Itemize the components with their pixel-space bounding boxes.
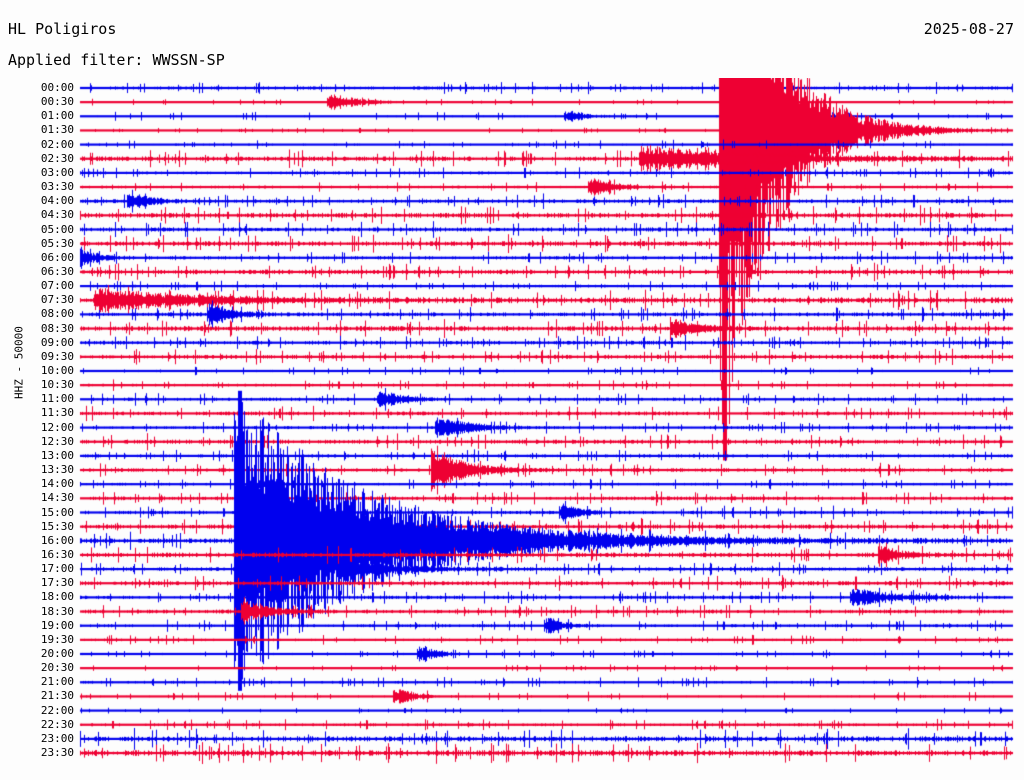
time-label: 02:30 — [40, 151, 74, 165]
time-label: 12:00 — [40, 420, 74, 434]
time-label: 15:00 — [40, 505, 74, 519]
time-label: 09:30 — [40, 349, 74, 363]
seismogram-plot: 00:00 00:30 01:00 01:30 02:00 02:30 03:00 03:30… — [0, 78, 1024, 778]
time-label: 20:00 — [40, 647, 74, 660]
seismogram-canvas — [0, 78, 1024, 778]
time-label: 18:00 — [40, 590, 74, 604]
time-label: 23:30 — [40, 746, 74, 760]
time-label: 23:00 — [40, 731, 74, 745]
time-label: 17:00 — [40, 562, 74, 576]
time-label: 16:00 — [40, 533, 74, 547]
time-label: 08:00 — [40, 307, 74, 321]
time-label: 19:00 — [40, 618, 74, 632]
time-label: 01:00 — [40, 109, 74, 123]
time-label: 01:30 — [40, 123, 74, 137]
time-label: 07:30 — [40, 293, 74, 307]
time-label: 13:00 — [40, 448, 74, 462]
time-label: 06:00 — [40, 250, 74, 264]
time-label: 05:00 — [40, 222, 74, 236]
time-label: 00:00 — [40, 81, 74, 94]
time-label: 21:30 — [40, 689, 74, 703]
time-label: 03:30 — [40, 180, 74, 194]
time-label: 22:00 — [40, 703, 74, 717]
time-label: 11:00 — [40, 392, 74, 406]
time-label: 10:00 — [40, 364, 74, 377]
applied-filter: Applied filter: WWSSN-SP — [8, 51, 225, 69]
time-label: 00:30 — [40, 95, 74, 109]
time-label: 16:30 — [40, 547, 74, 561]
time-label: 06:30 — [40, 264, 74, 278]
time-label: 04:30 — [40, 208, 74, 222]
time-label: 14:30 — [40, 491, 74, 505]
station-title: HL Poligiros — [8, 20, 117, 38]
time-label: 22:30 — [40, 717, 74, 731]
time-label: 19:30 — [40, 632, 74, 646]
time-label: 17:30 — [40, 576, 74, 590]
time-label: 12:30 — [40, 434, 74, 448]
time-label: 08:30 — [40, 321, 74, 335]
time-label: 03:00 — [40, 165, 74, 179]
time-label: 21:00 — [40, 675, 74, 689]
time-label: 04:00 — [40, 194, 74, 208]
time-label: 14:00 — [40, 477, 74, 491]
time-label: 07:00 — [40, 279, 74, 293]
time-label: 11:30 — [40, 406, 74, 420]
time-label: 05:30 — [40, 236, 74, 250]
time-label: 09:00 — [40, 335, 74, 349]
time-label: 10:30 — [40, 378, 74, 392]
time-label: 13:30 — [40, 463, 74, 477]
record-date: 2025-08-27 — [923, 20, 1014, 38]
time-label: 15:30 — [40, 519, 74, 533]
time-label: 02:00 — [40, 137, 74, 151]
time-label: 20:30 — [40, 661, 74, 675]
time-label: 18:30 — [40, 604, 74, 618]
